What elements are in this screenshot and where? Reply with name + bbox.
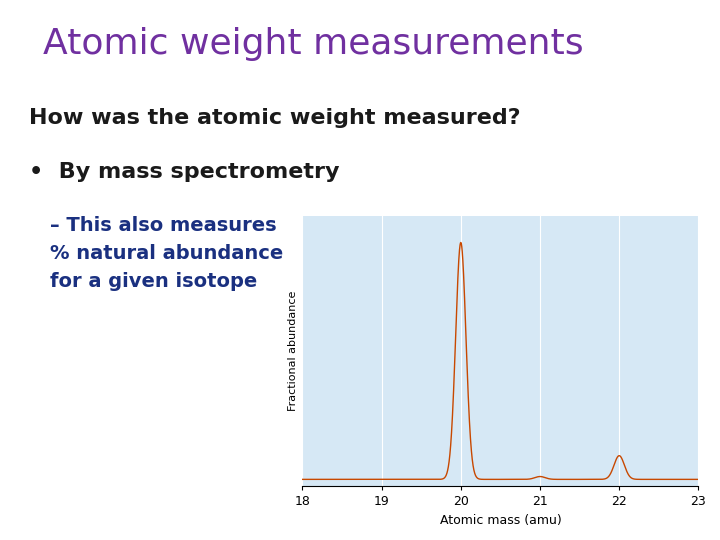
Text: – This also measures
% natural abundance
for a given isotope: – This also measures % natural abundance… (50, 216, 284, 291)
X-axis label: Atomic mass (amu): Atomic mass (amu) (439, 514, 562, 526)
Text: How was the atomic weight measured?: How was the atomic weight measured? (29, 108, 521, 128)
Text: •  By mass spectrometry: • By mass spectrometry (29, 162, 339, 182)
Y-axis label: Fractional abundance: Fractional abundance (288, 291, 298, 411)
Text: Atomic weight measurements: Atomic weight measurements (43, 27, 584, 61)
